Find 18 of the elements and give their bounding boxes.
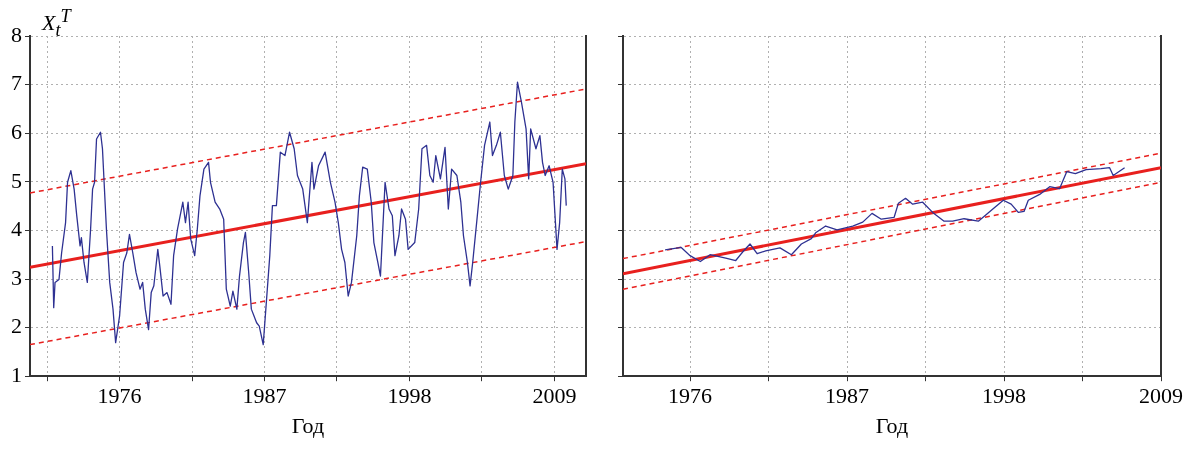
x-tick-label: 2009 [532,383,577,409]
x-tick-label: 1998 [387,383,432,409]
x-tick-label: 1976 [97,383,142,409]
y-tick-label: 5 [11,167,22,193]
x-axis-title: Год [875,412,909,438]
x-tick-label: 1998 [982,383,1027,409]
y-tick-label: 2 [11,313,22,339]
y-tick-label: 3 [11,264,22,290]
y-tick-label: 4 [11,216,22,242]
y-tick-label: 7 [11,70,22,96]
y-tick-label: 6 [11,118,22,144]
x-tick-label: 1976 [668,383,713,409]
x-axis-title: Год [291,412,325,438]
x-tick-label: 2009 [1139,383,1183,409]
y-tick-label: 1 [11,361,22,387]
y-tick-label: 8 [11,21,22,47]
x-tick-label: 1987 [242,383,287,409]
x-tick-label: 1987 [825,383,870,409]
